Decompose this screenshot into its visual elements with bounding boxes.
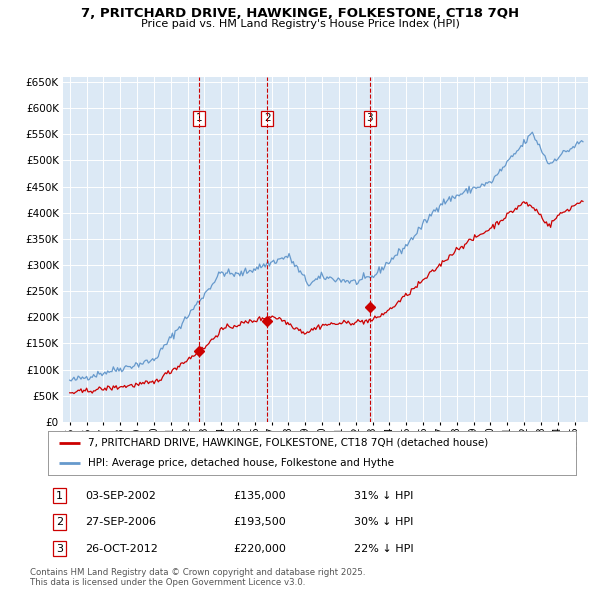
Text: 03-SEP-2002: 03-SEP-2002: [85, 491, 156, 501]
Text: 27-SEP-2006: 27-SEP-2006: [85, 517, 156, 527]
Text: Contains HM Land Registry data © Crown copyright and database right 2025.
This d: Contains HM Land Registry data © Crown c…: [30, 568, 365, 587]
Text: 7, PRITCHARD DRIVE, HAWKINGE, FOLKESTONE, CT18 7QH (detached house): 7, PRITCHARD DRIVE, HAWKINGE, FOLKESTONE…: [88, 438, 488, 448]
Text: £193,500: £193,500: [233, 517, 286, 527]
Text: 22% ↓ HPI: 22% ↓ HPI: [354, 543, 414, 553]
Text: £135,000: £135,000: [233, 491, 286, 501]
Text: £220,000: £220,000: [233, 543, 286, 553]
Text: 2: 2: [56, 517, 63, 527]
Text: 3: 3: [56, 543, 63, 553]
Text: HPI: Average price, detached house, Folkestone and Hythe: HPI: Average price, detached house, Folk…: [88, 458, 394, 468]
Text: 31% ↓ HPI: 31% ↓ HPI: [354, 491, 413, 501]
Text: 30% ↓ HPI: 30% ↓ HPI: [354, 517, 413, 527]
Text: 26-OCT-2012: 26-OCT-2012: [85, 543, 158, 553]
Text: 2: 2: [264, 113, 271, 123]
Text: 7, PRITCHARD DRIVE, HAWKINGE, FOLKESTONE, CT18 7QH: 7, PRITCHARD DRIVE, HAWKINGE, FOLKESTONE…: [81, 7, 519, 20]
Text: 1: 1: [196, 113, 202, 123]
Text: Price paid vs. HM Land Registry's House Price Index (HPI): Price paid vs. HM Land Registry's House …: [140, 19, 460, 29]
Text: 3: 3: [366, 113, 373, 123]
Text: 1: 1: [56, 491, 63, 501]
